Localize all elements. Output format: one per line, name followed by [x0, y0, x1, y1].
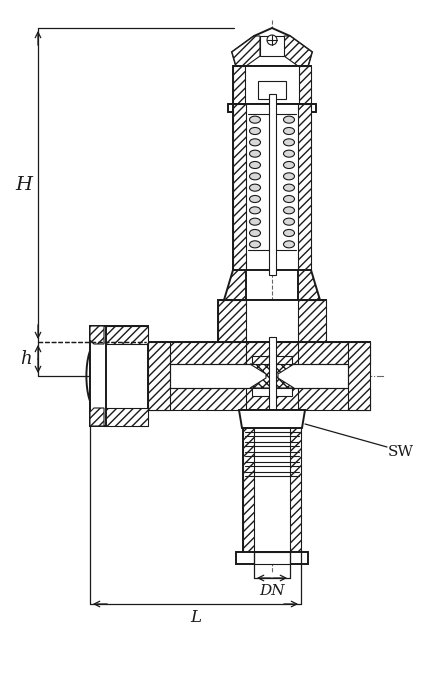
Polygon shape [148, 342, 170, 410]
Polygon shape [290, 410, 301, 552]
Bar [236, 552, 308, 564]
Bar [90, 326, 148, 426]
Polygon shape [224, 270, 246, 300]
Polygon shape [298, 300, 326, 342]
Ellipse shape [249, 116, 260, 123]
Text: L: L [190, 608, 201, 626]
Ellipse shape [249, 195, 260, 202]
Text: h: h [20, 350, 32, 368]
Text: SW: SW [388, 445, 414, 459]
Bar [260, 36, 284, 56]
Bar [220, 300, 324, 310]
Polygon shape [218, 300, 246, 342]
Text: H: H [16, 176, 33, 194]
Ellipse shape [283, 162, 294, 169]
Ellipse shape [267, 35, 277, 45]
Bar [148, 342, 370, 410]
Polygon shape [104, 326, 148, 344]
Ellipse shape [283, 139, 294, 146]
Ellipse shape [283, 218, 294, 225]
Polygon shape [298, 270, 320, 300]
Polygon shape [148, 388, 370, 410]
Polygon shape [243, 410, 254, 552]
Bar [233, 66, 311, 104]
Bar [252, 388, 292, 396]
Polygon shape [298, 104, 311, 270]
Polygon shape [233, 104, 246, 270]
Ellipse shape [249, 184, 260, 191]
Ellipse shape [249, 241, 260, 248]
Ellipse shape [283, 173, 294, 180]
Polygon shape [232, 28, 312, 66]
Polygon shape [90, 408, 104, 426]
Ellipse shape [283, 206, 294, 214]
Ellipse shape [249, 139, 260, 146]
Polygon shape [104, 408, 148, 426]
Ellipse shape [283, 195, 294, 202]
Bar [254, 552, 290, 564]
Bar [252, 356, 292, 364]
Polygon shape [250, 364, 294, 388]
Ellipse shape [249, 162, 260, 169]
Ellipse shape [249, 206, 260, 214]
Ellipse shape [283, 150, 294, 158]
Text: DN: DN [259, 584, 285, 598]
Ellipse shape [249, 230, 260, 237]
Polygon shape [239, 410, 305, 428]
Polygon shape [148, 342, 370, 364]
Ellipse shape [249, 218, 260, 225]
Polygon shape [348, 342, 370, 410]
Bar [90, 326, 106, 426]
Ellipse shape [283, 116, 294, 123]
Bar [269, 94, 276, 275]
Ellipse shape [283, 241, 294, 248]
Polygon shape [90, 326, 104, 344]
Ellipse shape [283, 230, 294, 237]
Ellipse shape [249, 127, 260, 134]
Ellipse shape [283, 184, 294, 191]
Bar [218, 300, 326, 342]
Ellipse shape [249, 150, 260, 158]
Polygon shape [299, 66, 311, 104]
Polygon shape [232, 36, 260, 66]
Ellipse shape [283, 127, 294, 134]
Bar [269, 337, 276, 410]
Bar [243, 410, 301, 552]
Bar [258, 81, 286, 99]
Polygon shape [284, 36, 312, 66]
Polygon shape [233, 104, 311, 270]
Polygon shape [233, 66, 245, 104]
Ellipse shape [249, 173, 260, 180]
Bar [228, 104, 316, 112]
